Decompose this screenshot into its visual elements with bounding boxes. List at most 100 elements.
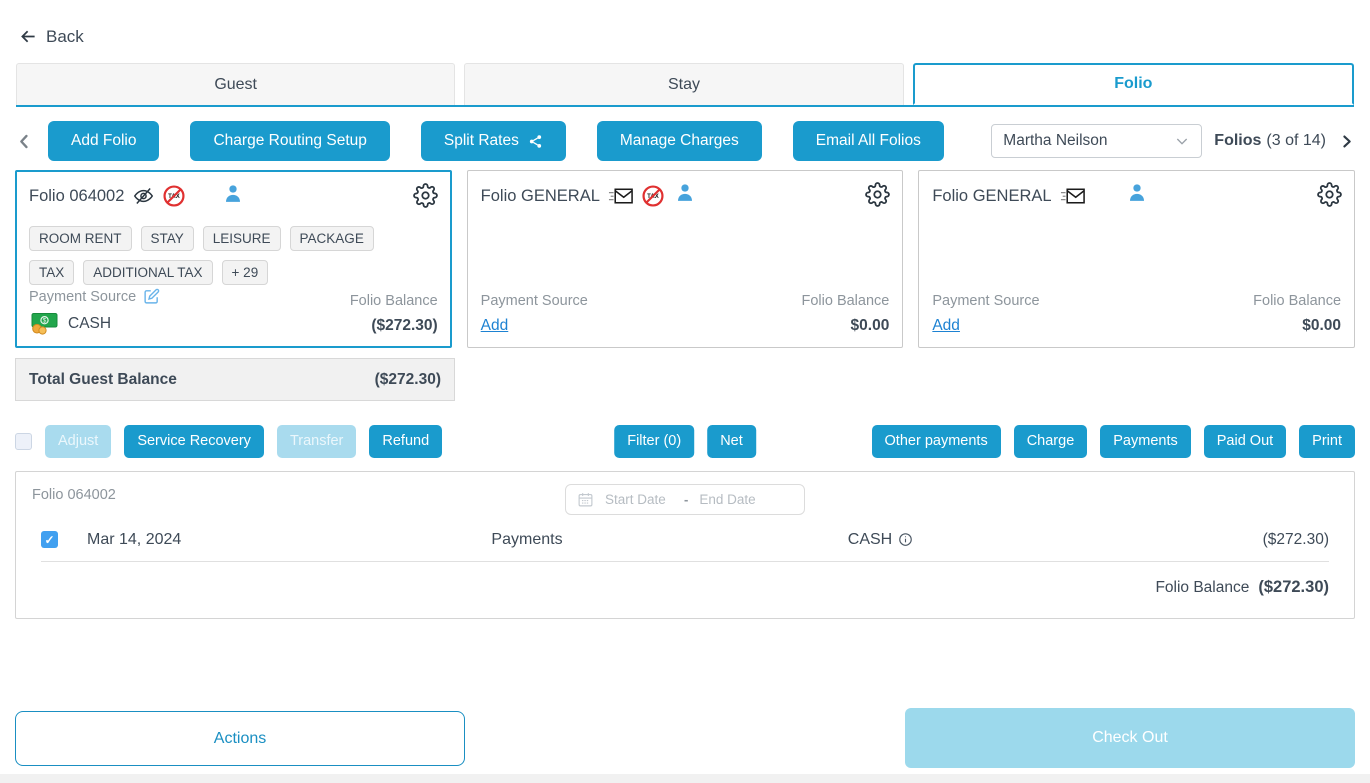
folio-balance-label: Folio Balance — [801, 293, 890, 309]
folio-balance-label: Folio Balance — [1253, 293, 1342, 309]
folio-settings-gear-icon[interactable] — [865, 182, 891, 207]
tag-tax: TAX — [29, 260, 75, 285]
transaction-type: Payments — [491, 530, 563, 548]
folio-balance-footer-value: ($272.30) — [1258, 578, 1329, 596]
folio-card-title: Folio 064002 — [29, 186, 125, 205]
guest-person-icon[interactable] — [223, 183, 243, 204]
other-payments-button[interactable]: Other payments — [871, 424, 1001, 458]
payment-source-label: Payment Source — [29, 288, 137, 305]
actions-button[interactable]: Actions — [15, 711, 465, 766]
add-folio-button[interactable]: Add Folio — [48, 121, 160, 161]
payment-source-block: Payment Source Add — [932, 293, 1039, 335]
folio-balance-value: ($272.30) — [371, 317, 438, 334]
folio-balance-footer-label: Folio Balance — [1155, 579, 1250, 596]
folios-pager: Folios (3 of 14) — [1214, 132, 1326, 150]
payment-source-block: Payment Source $ CASH — [29, 288, 160, 335]
tab-bar: Guest Stay Folio — [16, 63, 1354, 107]
toolbar-right: Martha Neilson Folios (3 of 14) — [991, 124, 1355, 158]
total-guest-balance-bar: Total Guest Balance ($272.30) — [15, 358, 455, 401]
chevron-down-icon — [1174, 133, 1190, 149]
transaction-amount: ($272.30) — [1262, 530, 1329, 548]
paid-out-button[interactable]: Paid Out — [1203, 424, 1287, 458]
info-icon[interactable] — [898, 532, 913, 547]
service-recovery-button[interactable]: Service Recovery — [124, 424, 264, 458]
transaction-date: Mar 14, 2024 — [87, 530, 182, 548]
folio-card-064002[interactable]: Folio 064002 TAX ROOM RENT STAY LEISURE … — [15, 170, 452, 348]
folio-balance-footer: Folio Balance ($272.30) — [16, 562, 1354, 597]
chevron-right-icon[interactable] — [1338, 131, 1355, 152]
filter-group: Filter (0) Net — [614, 424, 756, 458]
chevron-left-icon[interactable] — [15, 130, 34, 153]
tax-exempt-icon: TAX — [163, 185, 185, 207]
transfer-button[interactable]: Transfer — [276, 424, 357, 458]
folios-label: Folios — [1214, 132, 1262, 149]
svg-text:$: $ — [43, 318, 47, 325]
transactions-folio-label: Folio 064002 — [32, 487, 116, 503]
filter-button[interactable]: Filter (0) — [614, 424, 695, 458]
start-date-input[interactable] — [603, 491, 675, 508]
cash-icon: $ — [29, 312, 59, 335]
share-icon — [528, 134, 543, 149]
folio-card-title: Folio GENERAL — [480, 186, 600, 205]
folio-balance-block: Folio Balance $0.00 — [1253, 293, 1341, 335]
back-arrow-icon — [18, 26, 39, 47]
split-rates-button[interactable]: Split Rates — [420, 121, 566, 161]
tab-guest-label: Guest — [214, 75, 257, 93]
routing-tags: ROOM RENT STAY LEISURE PACKAGE TAX ADDIT… — [29, 226, 389, 285]
payment-source-label: Payment Source — [932, 293, 1040, 309]
date-separator: - — [684, 492, 689, 507]
guest-selector[interactable]: Martha Neilson — [991, 124, 1203, 158]
tag-additional-tax: ADDITIONAL TAX — [83, 260, 213, 285]
print-button[interactable]: Print — [1299, 424, 1355, 458]
eye-off-icon — [132, 186, 155, 206]
folio-card-general-1[interactable]: Folio GENERAL TAX Payment Source Add Fol… — [466, 170, 904, 348]
select-all-checkbox[interactable] — [15, 432, 32, 450]
email-send-icon — [608, 187, 634, 206]
tab-guest[interactable]: Guest — [16, 63, 456, 105]
tag-more-count[interactable]: + 29 — [221, 260, 269, 285]
add-payment-source-link[interactable]: Add — [932, 317, 960, 334]
folio-cards: Folio 064002 TAX ROOM RENT STAY LEISURE … — [15, 170, 1356, 348]
folio-balance-value: $0.00 — [850, 317, 890, 334]
refund-button[interactable]: Refund — [369, 424, 443, 458]
end-date-input[interactable] — [697, 491, 770, 508]
transaction-row[interactable]: ✓ Mar 14, 2024 Payments CASH ($272.30) — [16, 518, 1354, 561]
back-button[interactable]: Back — [18, 26, 84, 47]
add-payment-source-link[interactable]: Add — [480, 317, 509, 334]
folio-balance-label: Folio Balance — [349, 293, 438, 309]
tab-folio[interactable]: Folio — [912, 63, 1354, 105]
tab-stay-label: Stay — [667, 75, 700, 93]
payment-actions-group: Other payments Charge Payments Paid Out … — [871, 424, 1355, 458]
folio-settings-gear-icon[interactable] — [1317, 182, 1342, 207]
payment-source-label: Payment Source — [480, 293, 588, 309]
folio-balance-block: Folio Balance $0.00 — [801, 293, 889, 335]
tab-stay[interactable]: Stay — [464, 63, 904, 105]
folio-balance-value: $0.00 — [1302, 317, 1342, 334]
email-all-folios-button[interactable]: Email All Folios — [792, 121, 944, 161]
folio-card-title: Folio GENERAL — [932, 186, 1052, 205]
folio-card-general-2[interactable]: Folio GENERAL Payment Source Add Folio B… — [918, 170, 1356, 348]
net-button[interactable]: Net — [707, 424, 756, 458]
total-guest-balance-value: ($272.30) — [374, 370, 441, 388]
guest-person-icon[interactable] — [1127, 182, 1147, 203]
back-label: Back — [46, 26, 84, 46]
row-divider — [41, 561, 1329, 562]
tag-leisure: LEISURE — [202, 226, 281, 251]
transaction-method-value: CASH — [847, 530, 893, 548]
adjust-button[interactable]: Adjust — [45, 424, 112, 458]
edit-icon[interactable] — [143, 288, 160, 305]
tag-stay: STAY — [140, 226, 194, 251]
bottom-scrollbar-track[interactable] — [0, 774, 1370, 783]
charge-button[interactable]: Charge — [1013, 424, 1088, 458]
date-range-picker[interactable]: - — [565, 484, 805, 515]
manage-charges-button[interactable]: Manage Charges — [596, 121, 762, 161]
tab-folio-label: Folio — [1114, 75, 1153, 92]
payments-button[interactable]: Payments — [1100, 424, 1191, 458]
row-checkbox[interactable]: ✓ — [41, 531, 58, 548]
charge-routing-setup-button[interactable]: Charge Routing Setup — [190, 121, 390, 161]
transactions-panel: Folio 064002 - ✓ Mar 14, 2024 Payments C… — [15, 471, 1355, 619]
check-out-button[interactable]: Check Out — [905, 708, 1355, 768]
tag-room-rent: ROOM RENT — [29, 226, 132, 251]
guest-person-icon[interactable] — [675, 182, 695, 203]
folio-settings-gear-icon[interactable] — [412, 183, 438, 208]
